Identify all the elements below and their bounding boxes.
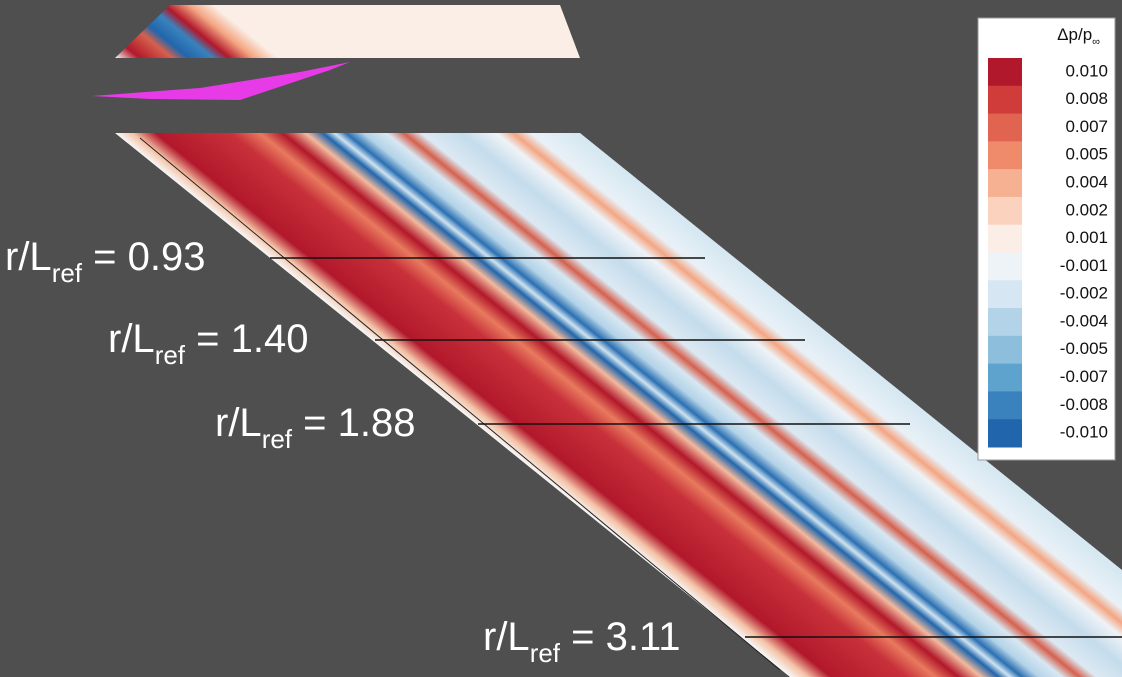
label-value: = 3.11 [560, 615, 680, 659]
label-text: r/L [483, 615, 530, 659]
label-subscript: ref [52, 258, 83, 288]
colorbar-tick-label: -0.002 [1060, 284, 1108, 303]
label-value: = 0.93 [82, 235, 205, 279]
label-value: = 1.40 [185, 317, 308, 361]
colorbar-swatch [988, 253, 1022, 281]
colorbar-swatch [988, 336, 1022, 364]
label-subscript: ref [262, 424, 293, 454]
colorbar-swatch [988, 308, 1022, 336]
colorbar-tick-label: -0.008 [1060, 395, 1108, 414]
upper-field [115, 5, 580, 58]
colorbar-tick-label: -0.010 [1060, 423, 1108, 442]
colorbar-tick-label: -0.001 [1060, 256, 1108, 275]
label-subscript: ref [530, 638, 561, 668]
colorbar-swatch [988, 58, 1022, 86]
colorbar-tick-label: 0.007 [1065, 117, 1108, 136]
label-text: r/L [108, 317, 155, 361]
colorbar-tick-label: 0.002 [1065, 200, 1108, 219]
colorbar-tick-label: -0.004 [1060, 311, 1108, 330]
colorbar-swatch [988, 280, 1022, 308]
colorbar-swatch [988, 419, 1022, 447]
label-text: r/L [5, 235, 52, 279]
figure: r/Lref = 0.93r/Lref = 1.40r/Lref = 1.88r… [0, 0, 1122, 677]
colorbar-swatch [988, 364, 1022, 392]
label-text: r/L [215, 401, 262, 445]
colorbar-tick-label: 0.008 [1065, 89, 1108, 108]
colorbar-tick-label: 0.005 [1065, 145, 1108, 164]
colorbar-tick-label: 0.004 [1065, 173, 1108, 192]
colorbar-tick-label: -0.007 [1060, 367, 1108, 386]
colorbar-swatch [988, 197, 1022, 225]
colorbar-swatch [988, 86, 1022, 114]
colorbar-swatch [988, 225, 1022, 253]
colorbar-tick-label: -0.005 [1060, 339, 1108, 358]
colorbar-swatch [988, 114, 1022, 142]
colorbar-swatch [988, 141, 1022, 169]
colorbar-tick-label: 0.010 [1065, 61, 1108, 80]
colorbar-swatch [988, 391, 1022, 419]
label-subscript: ref [155, 340, 186, 370]
label-value: = 1.88 [292, 401, 415, 445]
colorbar-tick-label: 0.001 [1065, 228, 1108, 247]
colorbar-swatch [988, 169, 1022, 197]
